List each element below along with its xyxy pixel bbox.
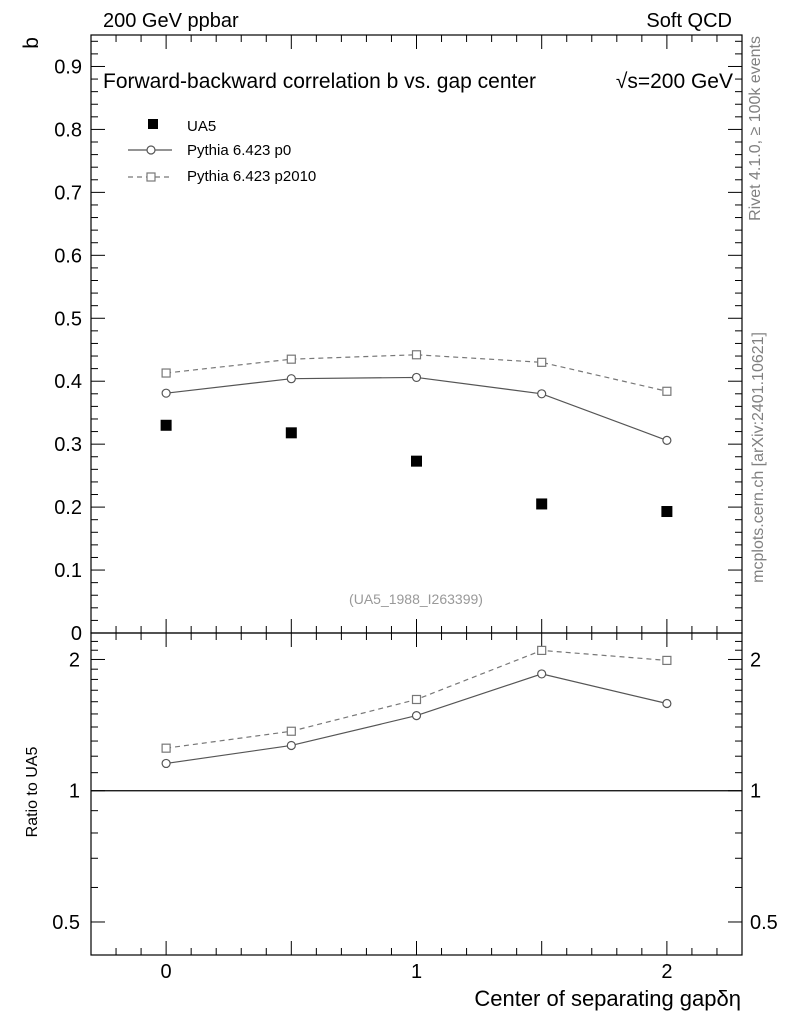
ratio-series bbox=[161, 645, 672, 769]
x-axis-title-text: Center of separating gap bbox=[474, 986, 716, 1011]
ratio-y-tick-labels: 0.5 0.5 1 1 2 2 bbox=[52, 649, 778, 934]
data-point bbox=[537, 389, 547, 399]
data-point bbox=[536, 498, 548, 510]
main-y-tick-label: 0.9 bbox=[54, 56, 82, 78]
series-2 bbox=[161, 350, 672, 396]
x-tick-label: 1 bbox=[411, 961, 422, 983]
ratio-panel: 0.5 0.5 1 1 2 2 Ratio to UA5 0 1 2 Center of se… bbox=[24, 632, 778, 1011]
ratio-ticks bbox=[91, 633, 742, 955]
main-ticks bbox=[91, 35, 742, 633]
ratio-point bbox=[662, 655, 672, 666]
ratio-point bbox=[411, 694, 422, 705]
x-tick-label: 0 bbox=[161, 961, 172, 983]
ratio-point bbox=[161, 758, 171, 769]
ratio-y-tick-label-left: 1 bbox=[69, 781, 80, 803]
header-right-label: Soft QCD bbox=[646, 10, 732, 32]
x-axis-title: Center of separating gapδη bbox=[474, 986, 741, 1011]
data-point bbox=[662, 435, 672, 445]
legend-marker-p0 bbox=[146, 145, 156, 155]
ratio-y-tick-label-right: 0.5 bbox=[750, 912, 778, 934]
ratio-point bbox=[662, 698, 672, 709]
data-point bbox=[411, 372, 422, 383]
legend-label-p2010: Pythia 6.423 p2010 bbox=[187, 168, 316, 185]
legend-label-p0: Pythia 6.423 p0 bbox=[187, 142, 291, 159]
legend: UA5 Pythia 6.423 p0 Pythia 6.423 p2010 bbox=[128, 118, 316, 185]
ratio-y-tick-label-left: 2 bbox=[69, 649, 80, 671]
legend-label-ua5: UA5 bbox=[187, 118, 216, 135]
main-y-tick-labels: 0 0.1 0.2 0.3 0.4 0.5 0.6 0.7 0.8 0.9 bbox=[54, 56, 82, 645]
series-line bbox=[166, 354, 668, 392]
legend-marker-p2010 bbox=[146, 172, 156, 182]
series-line bbox=[166, 376, 668, 441]
ratio-point bbox=[286, 726, 296, 736]
main-panel: 0 0.1 0.2 0.3 0.4 0.5 0.6 0.7 0.8 0.9 b Forward-b… bbox=[20, 34, 743, 645]
main-y-tick-label: 0.7 bbox=[54, 182, 82, 204]
ratio-point bbox=[537, 645, 547, 656]
data-point bbox=[661, 506, 673, 518]
main-y-tick-label: 0.4 bbox=[54, 371, 82, 393]
rivet-version-label: Rivet 4.1.0, ≥ 100k events bbox=[747, 36, 764, 221]
ratio-y-tick-label-right: 2 bbox=[750, 649, 761, 671]
ratio-series-0 bbox=[161, 669, 672, 769]
main-y-tick-label: 0.1 bbox=[54, 560, 82, 582]
main-y-tick-label: 0.3 bbox=[54, 434, 82, 456]
series-1 bbox=[161, 372, 672, 445]
chart-title-text: Forward-backward correlation b vs. gap c… bbox=[103, 70, 536, 93]
data-point bbox=[161, 368, 171, 378]
data-point bbox=[286, 374, 296, 384]
data-point bbox=[160, 419, 172, 431]
x-tick-labels: 0 1 2 bbox=[161, 961, 673, 983]
legend-marker-ua5 bbox=[148, 119, 158, 129]
chart-title-energy: √s=200 GeV bbox=[616, 70, 733, 93]
ratio-y-axis-title: Ratio to UA5 bbox=[24, 747, 41, 838]
main-y-tick-label: 0.5 bbox=[54, 308, 82, 330]
ratio-point bbox=[286, 740, 296, 751]
ratio-point bbox=[161, 743, 171, 753]
data-point bbox=[285, 427, 297, 439]
series-0 bbox=[160, 419, 673, 518]
x-tick-label: 2 bbox=[661, 961, 672, 983]
header-left-label: 200 GeV ppbar bbox=[103, 10, 239, 32]
data-point bbox=[161, 388, 171, 398]
mcplots-label: mcplots.cern.ch [arXiv:2401.10621] bbox=[750, 332, 767, 583]
data-point bbox=[411, 350, 422, 360]
ratio-point bbox=[411, 710, 422, 721]
main-y-tick-label: 0 bbox=[71, 623, 82, 645]
chart-title: Forward-backward correlation b vs. gap c… bbox=[103, 70, 536, 93]
data-point bbox=[537, 357, 547, 367]
main-y-tick-label: 0.8 bbox=[54, 119, 82, 141]
analysis-id-annotation: (UA5_1988_I263399) bbox=[349, 591, 483, 607]
data-point bbox=[662, 386, 672, 396]
ratio-series-1 bbox=[161, 645, 672, 753]
data-point bbox=[286, 354, 296, 364]
main-y-axis-title: b bbox=[20, 37, 43, 49]
ratio-point bbox=[537, 669, 547, 679]
ratio-y-tick-label-right: 1 bbox=[750, 781, 761, 803]
main-series bbox=[160, 350, 673, 518]
ratio-panel-frame bbox=[90, 632, 743, 956]
x-axis-title-symbol: δη bbox=[717, 986, 741, 1011]
ratio-y-tick-label-left: 0.5 bbox=[52, 912, 80, 934]
main-y-tick-label: 0.6 bbox=[54, 245, 82, 267]
main-y-tick-label: 0.2 bbox=[54, 497, 82, 519]
data-point bbox=[411, 455, 422, 467]
